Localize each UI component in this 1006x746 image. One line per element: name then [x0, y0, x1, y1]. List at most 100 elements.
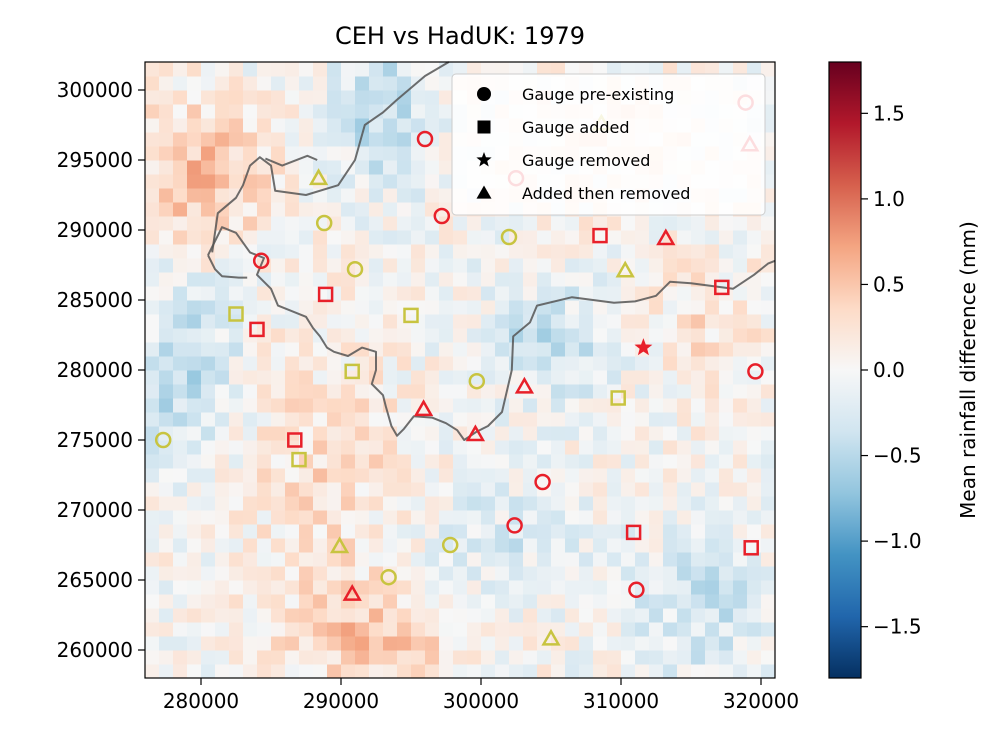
heatmap-cell: [747, 594, 762, 609]
heatmap-cell: [691, 580, 706, 595]
heatmap-cell: [677, 314, 692, 329]
heatmap-cell: [649, 370, 664, 385]
heatmap-cell: [439, 384, 454, 399]
heatmap-cell: [383, 356, 398, 371]
heatmap-cell: [733, 454, 748, 469]
heatmap-cell: [341, 636, 356, 651]
heatmap-cell: [187, 454, 202, 469]
heatmap-cell: [327, 468, 342, 483]
heatmap-cell: [747, 440, 762, 455]
heatmap-cell: [229, 426, 244, 441]
heatmap-cell: [159, 342, 174, 357]
heatmap-cell: [257, 342, 272, 357]
heatmap-cell: [453, 482, 468, 497]
heatmap-cell: [355, 552, 370, 567]
heatmap-cell: [425, 286, 440, 301]
heatmap-cell: [257, 580, 272, 595]
heatmap-cell: [271, 300, 286, 315]
heatmap-cell: [243, 398, 258, 413]
heatmap-cell: [355, 342, 370, 357]
heatmap-cell: [173, 202, 188, 217]
heatmap-cell: [747, 398, 762, 413]
heatmap-cell: [313, 538, 328, 553]
heatmap-cell: [551, 314, 566, 329]
heatmap-cell: [425, 314, 440, 329]
boundary-line: [207, 254, 248, 279]
heatmap-cell: [383, 132, 398, 147]
heatmap-cell: [355, 314, 370, 329]
heatmap-cell: [593, 608, 608, 623]
heatmap-cell: [201, 384, 216, 399]
heatmap-cell: [383, 342, 398, 357]
heatmap-cell: [299, 286, 314, 301]
heatmap-cell: [425, 440, 440, 455]
heatmap-cell: [453, 216, 468, 231]
heatmap-cell: [495, 244, 510, 259]
heatmap-cell: [215, 216, 230, 231]
heatmap-cell: [327, 552, 342, 567]
heatmap-cell: [369, 132, 384, 147]
heatmap-cell: [649, 272, 664, 287]
heatmap-cell: [397, 258, 412, 273]
heatmap-cell: [621, 244, 636, 259]
x-tick-label: 290000: [303, 689, 379, 713]
heatmap-cell: [649, 664, 664, 679]
heatmap-cell: [313, 440, 328, 455]
gauge-marker-triangle: [656, 228, 676, 246]
heatmap-cell: [495, 510, 510, 525]
heatmap-cell: [159, 608, 174, 623]
heatmap-cell: [355, 90, 370, 105]
heatmap-cell: [383, 258, 398, 273]
heatmap-cell: [397, 650, 412, 665]
heatmap-cell: [509, 300, 524, 315]
heatmap-cell: [243, 608, 258, 623]
heatmap-cell: [649, 594, 664, 609]
heatmap-cell: [369, 552, 384, 567]
heatmap-cell: [523, 580, 538, 595]
heatmap-cell: [747, 608, 762, 623]
heatmap-cell: [705, 608, 720, 623]
y-tick-label: 295000: [57, 148, 133, 172]
heatmap-cell: [635, 426, 650, 441]
heatmap-cell: [747, 468, 762, 483]
heatmap-cell: [173, 244, 188, 259]
heatmap-cell: [397, 538, 412, 553]
heatmap-cell: [733, 314, 748, 329]
heatmap-cell: [355, 580, 370, 595]
heatmap-cell: [733, 496, 748, 511]
heatmap-cell: [523, 552, 538, 567]
heatmap-cell: [187, 636, 202, 651]
heatmap-cell: [677, 412, 692, 427]
heatmap-cell: [621, 538, 636, 553]
heatmap-cell: [355, 76, 370, 91]
heatmap-cell: [299, 496, 314, 511]
heatmap-cell: [691, 62, 706, 77]
heatmap-cell: [425, 230, 440, 245]
heatmap-cell: [607, 412, 622, 427]
heatmap-cell: [355, 636, 370, 651]
heatmap-cell: [663, 580, 678, 595]
heatmap-cell: [481, 300, 496, 315]
heatmap-cell: [551, 356, 566, 371]
heatmap-cell: [481, 664, 496, 679]
heatmap-cell: [509, 552, 524, 567]
heatmap-cell: [705, 398, 720, 413]
heatmap-cell: [635, 370, 650, 385]
heatmap-cell: [663, 370, 678, 385]
heatmap-cell: [369, 160, 384, 175]
heatmap-cell: [761, 454, 776, 469]
heatmap-cell: [313, 608, 328, 623]
heatmap-cell: [369, 216, 384, 231]
heatmap-cell: [747, 272, 762, 287]
gauge-marker-square: [317, 286, 334, 303]
heatmap-cell: [691, 216, 706, 231]
gauge-marker-square: [477, 120, 491, 134]
heatmap-cell: [719, 608, 734, 623]
heatmap-cell: [439, 258, 454, 273]
heatmap-cell: [397, 622, 412, 637]
heatmap-cell: [551, 258, 566, 273]
heatmap-cell: [215, 580, 230, 595]
heatmap-cell: [201, 188, 216, 203]
heatmap-cell: [285, 90, 300, 105]
heatmap-cell: [649, 510, 664, 525]
